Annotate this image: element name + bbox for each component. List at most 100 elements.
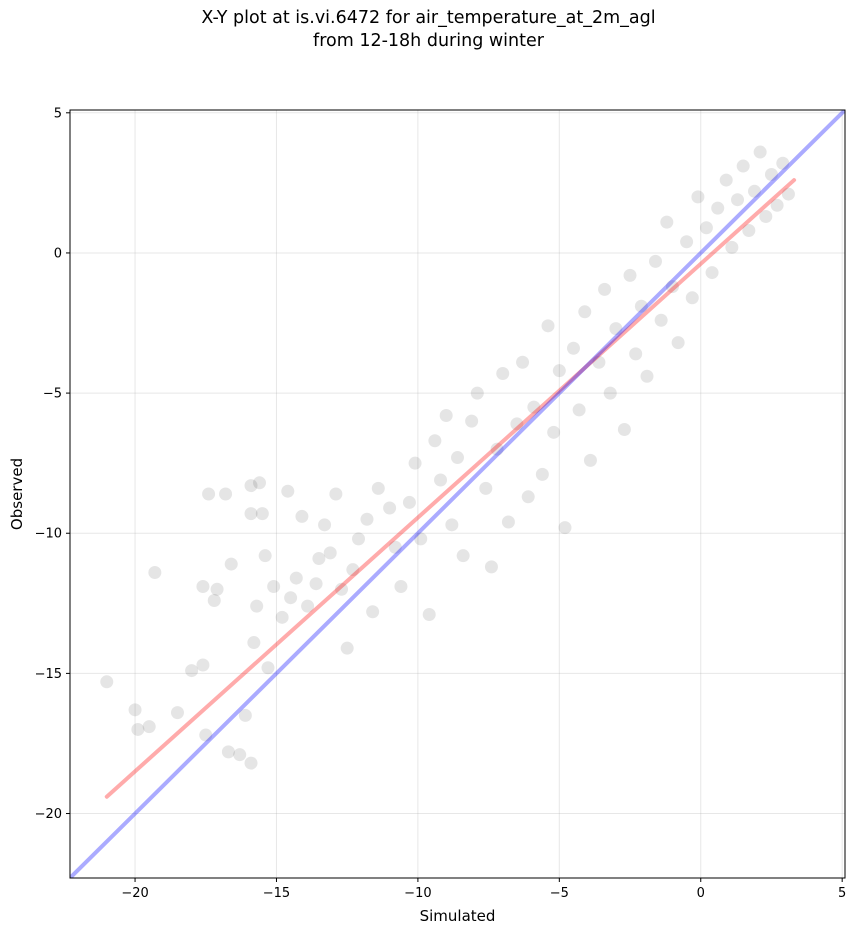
scatter-point bbox=[366, 605, 380, 619]
scatter-point bbox=[465, 414, 479, 428]
scatter-point bbox=[510, 417, 524, 431]
scatter-point bbox=[747, 184, 761, 198]
scatter-point bbox=[578, 305, 592, 319]
scatter-point bbox=[742, 224, 756, 238]
scatter-point bbox=[598, 282, 612, 296]
plot-frame bbox=[69, 109, 846, 879]
scatter-point bbox=[770, 198, 784, 212]
identity-line bbox=[70, 110, 845, 878]
scatter-point bbox=[434, 473, 448, 487]
scatter-point bbox=[170, 706, 184, 720]
scatter-point bbox=[346, 563, 360, 577]
reference-lines bbox=[70, 110, 845, 878]
scatter-point bbox=[719, 173, 733, 187]
scatter-point bbox=[705, 266, 719, 280]
scatter-point bbox=[516, 355, 530, 369]
scatter-point bbox=[451, 451, 464, 465]
scatter-point bbox=[484, 560, 498, 574]
scatter-point bbox=[629, 347, 643, 361]
scatter-point bbox=[680, 235, 694, 249]
scatter-point bbox=[634, 299, 648, 313]
scatter-point bbox=[776, 156, 790, 170]
scatter-point bbox=[244, 756, 258, 770]
scatter-point bbox=[691, 190, 705, 204]
scatter-point bbox=[781, 187, 795, 201]
scatter-point bbox=[753, 145, 767, 159]
scatter-point bbox=[224, 557, 238, 571]
scatter-point bbox=[295, 509, 309, 523]
scatter-point bbox=[238, 708, 252, 722]
scatter-point bbox=[547, 425, 561, 439]
scatter-point bbox=[535, 467, 549, 481]
scatter-point bbox=[671, 336, 685, 350]
scatter-point bbox=[521, 490, 535, 504]
scatter-point bbox=[371, 481, 385, 495]
scatter-point bbox=[654, 313, 668, 327]
scatter-point bbox=[592, 355, 606, 369]
scatter-point bbox=[736, 159, 750, 173]
scatter-point bbox=[422, 608, 436, 622]
scatter-point bbox=[329, 487, 343, 501]
scatter-point bbox=[258, 549, 272, 563]
y-tick-label: −20 bbox=[35, 807, 62, 822]
scatter-point bbox=[648, 254, 662, 268]
scatter-point bbox=[244, 479, 258, 493]
scatter-point bbox=[312, 551, 326, 565]
scatter-point bbox=[250, 599, 264, 613]
scatter-point bbox=[388, 540, 402, 554]
x-tick-label: −10 bbox=[404, 886, 431, 901]
y-axis-title: Observed bbox=[8, 458, 26, 530]
scatter-point bbox=[665, 280, 679, 294]
scatter-point bbox=[583, 453, 597, 467]
scatter-point bbox=[289, 571, 303, 585]
scatter-point bbox=[233, 748, 247, 762]
scatter-point bbox=[383, 501, 397, 515]
x-tick-label: −5 bbox=[550, 886, 569, 901]
scatter-point bbox=[207, 594, 221, 608]
scatter-point bbox=[699, 221, 713, 235]
scatter-point bbox=[131, 722, 145, 736]
scatter-point bbox=[408, 456, 422, 470]
scatter-point bbox=[247, 636, 261, 650]
scatter-point bbox=[725, 240, 739, 254]
scatter-point bbox=[566, 341, 580, 355]
scatter-point bbox=[221, 745, 235, 759]
grid bbox=[70, 110, 845, 878]
scatter-point bbox=[623, 268, 637, 282]
scatter-point bbox=[352, 532, 366, 546]
scatter-point bbox=[552, 364, 566, 378]
scatter-point bbox=[456, 549, 470, 563]
scatter-point bbox=[501, 515, 515, 529]
scatter-point bbox=[414, 532, 428, 546]
x-tick-label: 0 bbox=[697, 886, 705, 901]
scatter-point bbox=[617, 423, 631, 437]
scatter-point bbox=[185, 664, 199, 678]
scatter-point bbox=[281, 484, 295, 498]
scatter-point bbox=[210, 582, 224, 596]
scatter-point bbox=[142, 720, 156, 734]
chart-subtitle: from 12-18h during winter bbox=[313, 31, 544, 51]
scatter-point bbox=[284, 591, 298, 605]
scatter-point bbox=[301, 599, 315, 613]
data-points bbox=[100, 145, 795, 770]
scatter-point bbox=[479, 481, 493, 495]
scatter-point bbox=[261, 661, 275, 675]
scatter-point bbox=[490, 442, 504, 456]
chart-title: X-Y plot at is.vi.6472 for air_temperatu… bbox=[201, 8, 656, 28]
scatter-point bbox=[496, 366, 510, 380]
scatter-point bbox=[128, 703, 142, 717]
scatter-point bbox=[445, 518, 459, 532]
scatter-point bbox=[603, 386, 617, 400]
scatter-point bbox=[255, 507, 269, 521]
scatter-point bbox=[394, 579, 408, 593]
x-tick-label: −15 bbox=[263, 886, 290, 901]
scatter-point bbox=[196, 579, 210, 593]
scatter-point bbox=[759, 210, 773, 224]
scatter-point bbox=[731, 193, 745, 207]
scatter-point bbox=[428, 434, 442, 448]
scatter-point bbox=[609, 322, 623, 336]
scatter-point bbox=[202, 487, 216, 501]
scatter-point bbox=[335, 582, 349, 596]
scatter-point bbox=[711, 201, 725, 215]
y-tick-label: 0 bbox=[54, 246, 62, 261]
